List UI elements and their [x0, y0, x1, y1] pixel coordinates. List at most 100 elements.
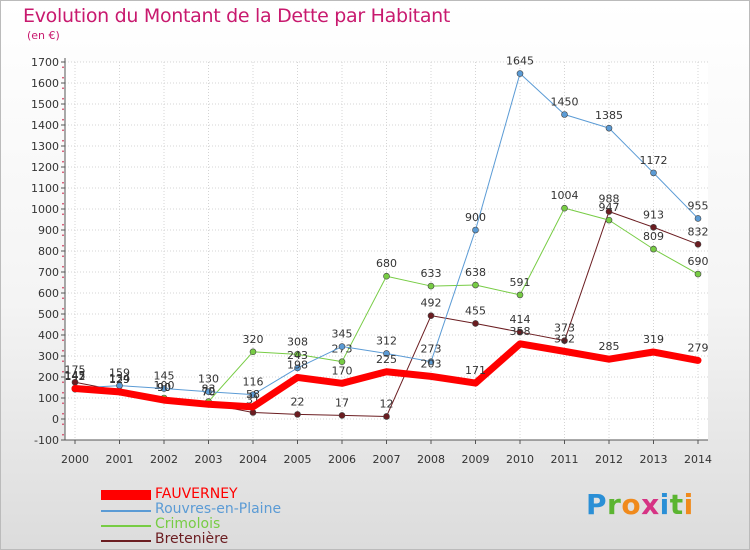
series-point-breteni-re — [249, 409, 257, 416]
y-minor-tick — [62, 370, 64, 373]
series-point-crimolois — [338, 358, 346, 365]
y-tick-label: 0 — [52, 413, 59, 426]
y-minor-tick — [62, 360, 64, 363]
data-label-breteni-re: 988 — [599, 193, 620, 206]
y-minor-tick — [62, 87, 64, 90]
y-minor-tick — [62, 223, 64, 226]
y-minor-tick — [62, 129, 64, 132]
legend-swatch — [101, 525, 151, 527]
data-label-breteni-re: 12 — [380, 397, 394, 410]
y-minor-tick — [62, 297, 64, 300]
chart-title: Evolution du Montant de la Dette par Hab… — [23, 5, 451, 27]
series-point-crimolois — [694, 270, 702, 278]
logo-letter: o — [621, 488, 642, 521]
data-label-crimolois: 320 — [243, 333, 264, 346]
series-point-rouvres-en-plaine — [472, 226, 479, 234]
y-minor-tick — [62, 66, 64, 69]
series-point-rouvres-en-plaine — [383, 350, 390, 357]
x-tick-label: 2011 — [551, 453, 579, 466]
x-tick-label: 2009 — [462, 453, 490, 466]
x-tick-label: 2014 — [684, 453, 712, 466]
series-point-breteni-re — [472, 320, 479, 327]
x-tick-label: 2010 — [506, 453, 534, 466]
data-label-crimolois: 308 — [287, 335, 308, 348]
series-point-breteni-re — [605, 208, 613, 215]
data-label-rouvres-en-plaine: 147 — [65, 369, 86, 382]
series-point-crimolois — [561, 204, 568, 212]
y-tick-label: 700 — [38, 266, 59, 279]
y-tick-label: -100 — [34, 434, 59, 447]
y-tick-label: 1400 — [31, 119, 59, 132]
data-label-breteni-re: 913 — [643, 208, 664, 221]
y-minor-tick — [62, 276, 64, 279]
x-tick-label: 2013 — [640, 453, 668, 466]
data-label-breteni-re: 373 — [554, 322, 575, 335]
y-minor-tick — [62, 192, 64, 195]
legend-label: Rouvres-en-Plaine — [155, 501, 282, 517]
legend-swatch — [101, 490, 151, 500]
data-label-crimolois: 1004 — [551, 189, 579, 202]
y-minor-tick — [62, 255, 64, 258]
data-label-rouvres-en-plaine: 1385 — [595, 109, 623, 122]
y-minor-tick — [62, 76, 64, 79]
logo-letter: i — [683, 488, 694, 521]
logo-letter: r — [607, 488, 622, 521]
y-minor-tick — [62, 118, 64, 121]
series-point-breteni-re — [383, 413, 390, 420]
y-tick-label: 1000 — [31, 203, 59, 216]
data-label-rouvres-en-plaine: 243 — [287, 349, 308, 362]
data-label-fauverney: 225 — [376, 353, 397, 366]
y-minor-tick — [62, 328, 64, 331]
x-tick-label: 2001 — [106, 453, 134, 466]
x-tick-label: 2006 — [328, 453, 356, 466]
y-minor-tick — [62, 265, 64, 268]
data-label-crimolois: 129 — [109, 373, 130, 386]
data-label-breteni-re: 17 — [335, 396, 349, 409]
legend-swatch — [101, 540, 151, 542]
x-tick-label: 2004 — [239, 453, 267, 466]
data-label-fauverney: 285 — [599, 340, 620, 353]
series-point-rouvres-en-plaine — [516, 70, 524, 77]
data-label-crimolois: 142 — [65, 370, 86, 383]
y-tick-label: 1100 — [31, 182, 59, 195]
y-minor-tick — [62, 160, 64, 163]
x-tick-label: 2012 — [595, 453, 623, 466]
data-label-rouvres-en-plaine: 955 — [688, 199, 709, 212]
y-tick-label: 1500 — [31, 98, 59, 111]
logo-letter: x — [641, 488, 660, 521]
data-label-fauverney: 58 — [246, 388, 260, 401]
data-label-breteni-re: 455 — [465, 304, 486, 317]
legend-swatch — [101, 510, 151, 512]
data-label-crimolois: 680 — [376, 257, 397, 270]
data-label-fauverney: 198 — [287, 358, 308, 371]
data-label-breteni-re: 414 — [510, 313, 531, 326]
y-tick-label: 600 — [38, 287, 59, 300]
data-label-fauverney: 129 — [109, 373, 130, 386]
series-point-breteni-re — [294, 411, 301, 418]
data-label-rouvres-en-plaine: 900 — [465, 211, 486, 224]
legend-label: Crimolois — [155, 516, 221, 532]
data-label-breteni-re: 492 — [421, 297, 442, 310]
y-tick-label: 400 — [38, 329, 59, 342]
y-minor-tick — [62, 318, 64, 321]
y-tick-label: 300 — [38, 350, 59, 363]
x-tick-label: 2007 — [373, 453, 401, 466]
data-label-fauverney: 279 — [688, 341, 709, 354]
x-tick-label: 2008 — [417, 453, 445, 466]
x-tick-label: 2003 — [195, 453, 223, 466]
y-minor-tick — [62, 402, 64, 405]
series-point-rouvres-en-plaine — [205, 388, 212, 396]
y-tick-label: 1200 — [31, 161, 59, 174]
y-minor-tick — [62, 181, 64, 184]
series-point-rouvres-en-plaine — [338, 343, 346, 350]
y-minor-tick — [62, 97, 64, 100]
y-minor-tick — [62, 391, 64, 394]
y-tick-label: 800 — [38, 245, 59, 258]
series-point-rouvres-en-plaine — [294, 364, 301, 372]
series-point-rouvres-en-plaine — [160, 385, 168, 392]
data-label-crimolois: 638 — [465, 266, 486, 279]
series-point-crimolois — [516, 291, 524, 299]
data-label-fauverney: 90 — [157, 381, 171, 394]
data-label-crimolois: 591 — [510, 276, 531, 289]
